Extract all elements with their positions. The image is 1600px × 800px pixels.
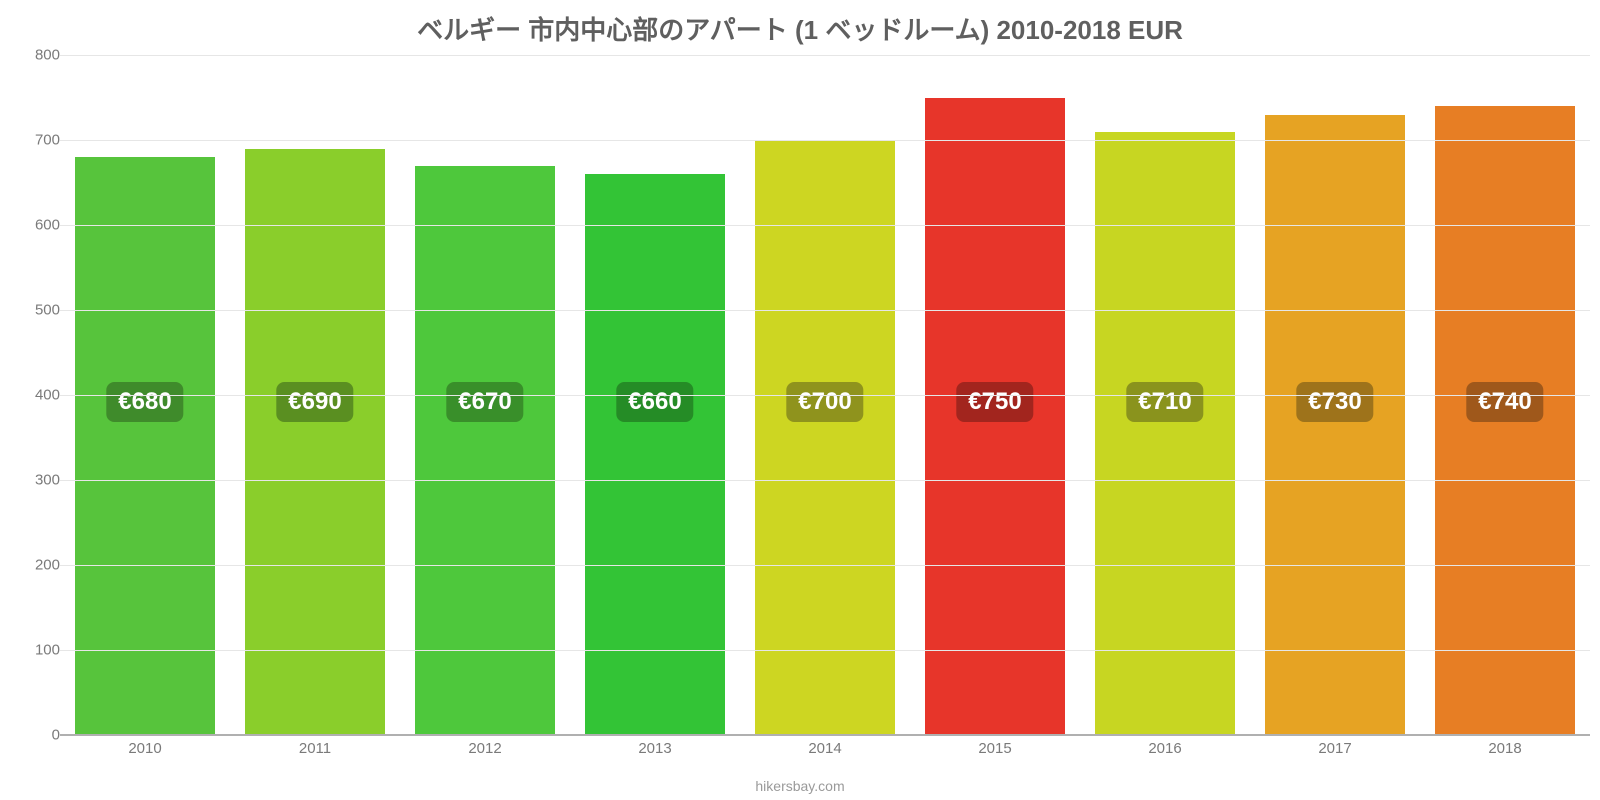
value-badge: €660 [616,382,693,422]
value-badge: €700 [786,382,863,422]
y-tick-label: 400 [10,387,60,404]
gridline [60,395,1590,396]
value-badge: €690 [276,382,353,422]
gridline [60,565,1590,566]
x-tick-label: 2017 [1318,740,1351,757]
bar: €690 [245,149,384,736]
bar: €750 [925,98,1064,736]
y-tick-label: 100 [10,642,60,659]
value-badge: €750 [956,382,1033,422]
value-badge: €680 [106,382,183,422]
x-tick-label: 2014 [808,740,841,757]
x-tick-label: 2016 [1148,740,1181,757]
y-tick-label: 600 [10,217,60,234]
gridline [60,650,1590,651]
plot-area: €680 €690 €670 €660 €700 €750 €710 €730 €740 [60,55,1590,735]
value-badge: €670 [446,382,523,422]
x-tick-label: 2010 [128,740,161,757]
y-tick-label: 0 [10,727,60,744]
chart-container: ベルギー 市内中心部のアパート (1 ベッドルーム) 2010-2018 EUR… [0,0,1600,800]
gridline [60,225,1590,226]
gridline [60,480,1590,481]
x-tick-label: 2018 [1488,740,1521,757]
bar: €700 [755,140,894,735]
y-tick-label: 200 [10,557,60,574]
value-badge: €710 [1126,382,1203,422]
gridline [60,310,1590,311]
x-tick-label: 2012 [468,740,501,757]
y-tick-label: 500 [10,302,60,319]
y-tick-label: 800 [10,47,60,64]
bar: €680 [75,157,214,735]
x-axis-line [60,734,1590,736]
x-tick-label: 2013 [638,740,671,757]
gridline [60,140,1590,141]
attribution-text: hikersbay.com [0,778,1600,794]
chart-title: ベルギー 市内中心部のアパート (1 ベッドルーム) 2010-2018 EUR [0,10,1600,47]
y-tick-label: 300 [10,472,60,489]
x-tick-label: 2011 [299,740,331,757]
bar: €730 [1265,115,1404,736]
value-badge: €730 [1296,382,1373,422]
bar: €710 [1095,132,1234,736]
x-tick-label: 2015 [978,740,1011,757]
gridline [60,55,1590,56]
bar: €740 [1435,106,1574,735]
y-tick-label: 700 [10,132,60,149]
value-badge: €740 [1466,382,1543,422]
